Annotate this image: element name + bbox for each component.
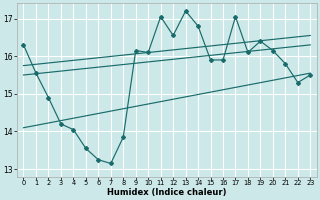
X-axis label: Humidex (Indice chaleur): Humidex (Indice chaleur) xyxy=(107,188,227,197)
